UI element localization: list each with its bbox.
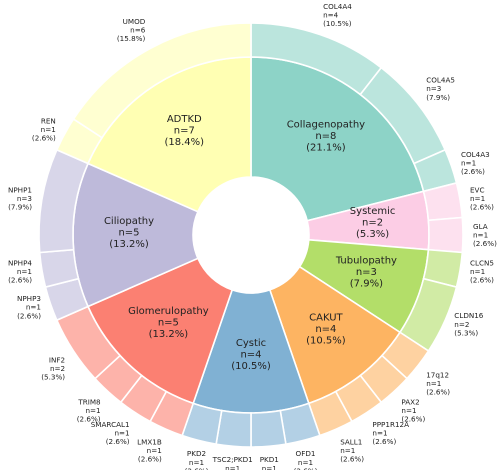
outer-label-17q12: 17q12 n=1 (2.6%) xyxy=(426,370,450,396)
outer-wedge-ppp1r12a xyxy=(334,374,383,423)
outer-label-ppp1r12a: PPP1R12A n=1 (2.6%) xyxy=(372,420,409,446)
inner-label-ciliopathy: Ciliopathy n=5 (13.2%) xyxy=(104,216,154,250)
outer-label-nphp4: NPHP4 n=1 (2.6%) xyxy=(8,259,32,285)
outer-label-ren: REN n=1 (2.6%) xyxy=(32,116,56,142)
inner-label-adtkd: ADTKD n=7 (18.4%) xyxy=(165,114,205,148)
outer-label-col4a3: COL4A3 n=1 (2.6%) xyxy=(461,150,490,176)
outer-wedge-nphp1 xyxy=(38,148,90,254)
outer-wedge-ren xyxy=(55,117,104,165)
outer-label-inf2: INF2 n=2 (5.3%) xyxy=(41,355,65,381)
outer-wedge-pax2 xyxy=(359,354,409,404)
outer-label-trim8: TRIM8 n=1 (2.6%) xyxy=(77,397,101,423)
outer-label-col4a4: COL4A4 n=4 (10.5%) xyxy=(323,2,352,28)
outer-label-cldn16: CLDN16 n=2 (5.3%) xyxy=(454,311,484,337)
outer-wedge-col4a3 xyxy=(412,148,458,193)
inner-label-collagenopathy: Collagenopathy n=8 (21.1%) xyxy=(287,120,365,154)
outer-label-nphp1: NPHP1 n=3 (7.9%) xyxy=(8,186,32,212)
outer-wedge-17q12 xyxy=(380,331,430,380)
outer-label-lmx1b: LMX1B n=1 (2.6%) xyxy=(137,437,162,463)
outer-wedge-cldn16 xyxy=(398,277,458,353)
inner-label-systemic: Systemic n=2 (5.3%) xyxy=(350,206,396,240)
inner-label-tubulopathy: Tubulopathy n=3 (7.9%) xyxy=(335,256,397,290)
outer-wedge-ofd1 xyxy=(279,402,321,446)
inner-label-cystic: Cystic n=4 (10.5%) xyxy=(231,338,271,372)
outer-wedge-nphp4 xyxy=(38,248,80,289)
outer-label-nphp3: NPHP3 n=1 (2.6%) xyxy=(17,294,41,320)
outer-wedge-pkd1 xyxy=(250,409,287,448)
outer-wedge-nphp3 xyxy=(44,277,90,322)
outer-wedge-pkd2 xyxy=(181,402,223,446)
outer-label-clcn5: CLCN5 n=1 (2.6%) xyxy=(470,259,494,285)
outer-label-gla: GLA n=1 (2.6%) xyxy=(473,222,497,248)
outer-wedge-col4a5 xyxy=(359,66,447,165)
outer-ring xyxy=(38,22,464,448)
inner-label-cakut: CAKUT n=4 (10.5%) xyxy=(306,312,346,346)
outer-wedge-trim8 xyxy=(93,354,143,404)
outer-wedge-umod xyxy=(72,22,252,139)
outer-wedge-clcn5 xyxy=(422,248,464,289)
outer-label-evc: EVC n=1 (2.6%) xyxy=(470,186,494,212)
inner-ring xyxy=(72,56,430,414)
outer-wedge-tsc2-pkd1 xyxy=(215,409,252,448)
outer-wedge-smarcal1 xyxy=(119,374,168,423)
outer-wedge-inf2 xyxy=(55,305,122,380)
outer-label-sall1: SALL1 n=1 (2.6%) xyxy=(340,437,364,463)
inner-label-glomerulopathy: Glomerulopathy n=5 (13.2%) xyxy=(128,306,209,340)
outer-label-pax2: PAX2 n=1 (2.6%) xyxy=(401,397,425,423)
outer-label-col4a5: COL4A5 n=3 (7.9%) xyxy=(426,76,455,102)
outer-wedge-sall1 xyxy=(307,390,353,437)
outer-wedge-evc xyxy=(422,181,464,222)
outer-label-umod: UMOD n=6 (15.8%) xyxy=(117,17,146,43)
labels: Collagenopathy n=8 (21.1%) Systemic n=2 (5.3%… xyxy=(8,2,497,470)
outer-wedge-gla xyxy=(427,216,464,254)
outer-label-smarcal1: SMARCAL1 n=1 (2.6%) xyxy=(91,420,130,446)
